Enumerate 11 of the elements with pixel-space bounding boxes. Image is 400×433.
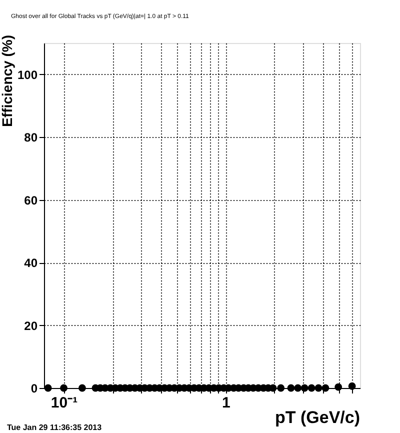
y-tick-label: 80 <box>24 130 38 145</box>
y-tick-label: 0 <box>30 382 38 396</box>
x-tick-label: 1 <box>222 394 230 412</box>
y-tick-label: 60 <box>24 193 38 208</box>
x-tick-label: 10⁻¹ <box>50 394 78 412</box>
y-axis-title: Efficiency (%) <box>0 35 15 127</box>
x-axis-title: pT (GeV/c) <box>274 408 360 427</box>
text: Tue Jan 29 11:36:35 2013 <box>7 423 102 432</box>
y-tick-label: 100 <box>17 68 38 82</box>
y-tick-label: 40 <box>24 256 38 270</box>
y-tick-label: 20 <box>24 318 38 333</box>
